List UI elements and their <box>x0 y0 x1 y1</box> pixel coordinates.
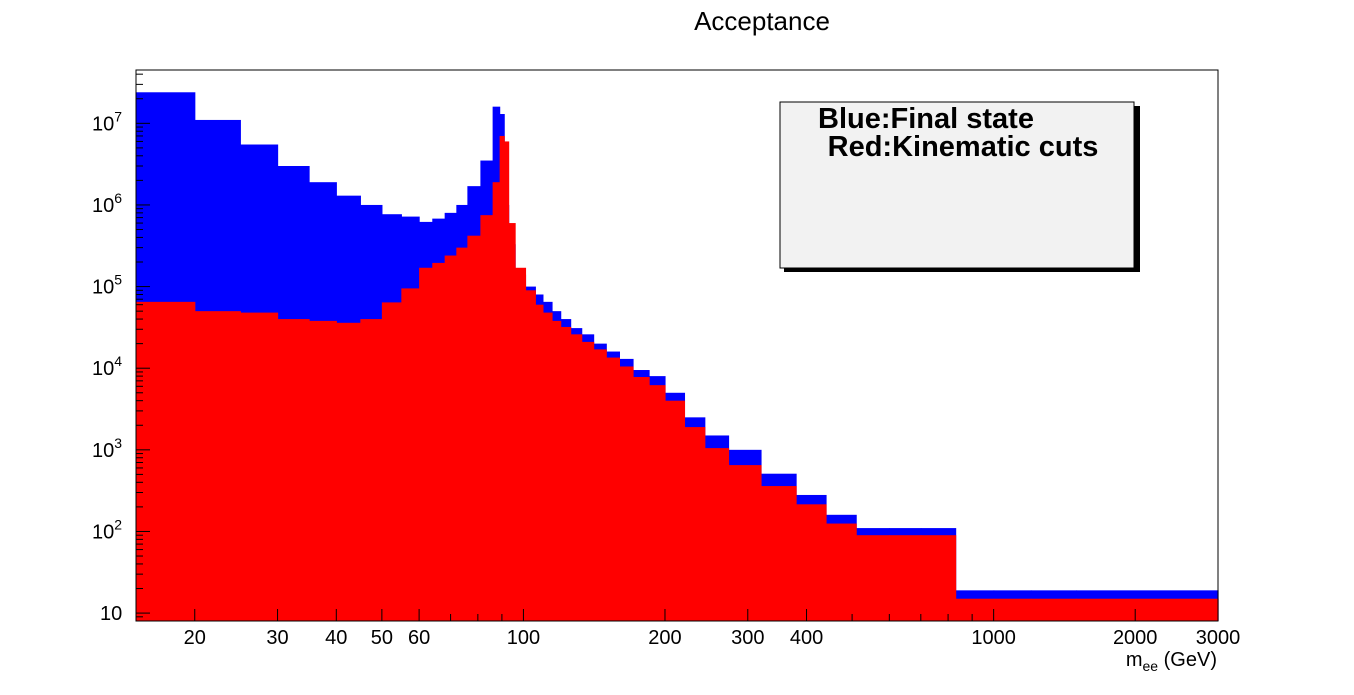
y-tick-label: 102 <box>92 516 122 543</box>
bar-kinematic-cuts-25 <box>570 334 583 621</box>
bar-kinematic-cuts-9 <box>419 267 433 621</box>
y-tick-label: 10 <box>100 603 122 625</box>
y-tick-label-base: 10 <box>92 277 114 299</box>
bar-kinematic-cuts-35 <box>728 465 762 621</box>
bar-kinematic-cuts-34 <box>704 448 730 621</box>
y-tick-label-exp: 5 <box>114 272 122 288</box>
x-tick-label: 2000 <box>1113 627 1158 649</box>
x-axis-label-main: m <box>1126 649 1143 671</box>
bar-kinematic-cuts-32 <box>664 400 686 621</box>
y-tick-label: 103 <box>92 435 122 462</box>
bar-kinematic-cuts-19 <box>515 267 527 621</box>
bar-kinematic-cuts-12 <box>456 247 468 621</box>
bar-kinematic-cuts-31 <box>649 385 666 621</box>
y-tick-label-exp: 7 <box>114 108 122 124</box>
x-axis-label-unit: (GeV) <box>1158 649 1217 671</box>
bar-kinematic-cuts-10 <box>432 262 446 621</box>
bar-kinematic-cuts-28 <box>606 357 620 621</box>
bar-kinematic-cuts-23 <box>551 320 562 621</box>
plot-frame <box>135 69 1219 622</box>
bar-kinematic-cuts-24 <box>560 326 572 621</box>
bar-kinematic-cuts-39 <box>856 535 890 621</box>
y-tick-label-exp: 4 <box>114 353 122 369</box>
bar-kinematic-cuts-6 <box>360 319 383 621</box>
y-tick-label: 106 <box>92 190 122 217</box>
bar-kinematic-cuts-5 <box>336 322 361 621</box>
bar-kinematic-cuts-0 <box>136 301 196 621</box>
x-axis-label: mee (GeV) <box>1126 649 1217 674</box>
bar-kinematic-cuts-36 <box>760 486 797 621</box>
bar-kinematic-cuts-33 <box>684 427 706 621</box>
x-tick-label: 20 <box>184 627 206 649</box>
x-tick-label: 30 <box>266 627 288 649</box>
bar-kinematic-cuts-40 <box>889 535 922 621</box>
y-tick-label: 104 <box>92 353 122 380</box>
bar-kinematic-cuts-4 <box>309 320 337 621</box>
bar-kinematic-cuts-22 <box>542 312 553 621</box>
y-tick-label-exp: 6 <box>114 190 122 206</box>
x-tick-label: 400 <box>790 627 823 649</box>
x-tick-label: 3000 <box>1196 627 1241 649</box>
bar-kinematic-cuts-26 <box>581 341 595 621</box>
legend-box <box>779 101 1135 269</box>
bar-kinematic-cuts-3 <box>277 319 310 621</box>
y-tick-label: 107 <box>92 108 122 135</box>
bar-kinematic-cuts-42 <box>955 598 995 621</box>
bar-kinematic-cuts-15 <box>492 182 501 621</box>
bar-kinematic-cuts-7 <box>381 302 402 621</box>
bar-kinematic-cuts-37 <box>796 504 827 621</box>
y-tick-label-base: 10 <box>92 521 114 543</box>
legend-kinematic-cuts: Red:Kinematic cuts <box>828 131 1099 163</box>
x-tick-label: 200 <box>648 627 681 649</box>
x-tick-label: 100 <box>507 627 540 649</box>
bar-kinematic-cuts-2 <box>240 312 279 621</box>
bar-kinematic-cuts-8 <box>401 288 420 621</box>
y-tick-label-base: 10 <box>92 440 114 462</box>
bar-kinematic-cuts-41 <box>920 535 957 621</box>
bar-kinematic-cuts-17 <box>504 141 510 621</box>
legend: Blue:Final state Red:Kinematic cuts <box>779 101 1140 272</box>
bar-kinematic-cuts-30 <box>632 377 650 621</box>
y-tick-label-base: 10 <box>92 358 114 380</box>
x-tick-label: 1000 <box>971 627 1016 649</box>
chart-title: Acceptance <box>694 6 830 36</box>
bar-kinematic-cuts-20 <box>525 290 536 621</box>
x-tick-label: 60 <box>408 627 430 649</box>
y-tick-label-base: 10 <box>92 113 114 135</box>
bar-kinematic-cuts-43 <box>993 598 1032 621</box>
x-axis-label-sub: ee <box>1143 658 1159 674</box>
x-tick-label: 40 <box>325 627 347 649</box>
bar-kinematic-cuts-14 <box>480 215 494 621</box>
y-tick-label-base: 10 <box>92 195 114 217</box>
bar-kinematic-cuts-21 <box>535 304 544 621</box>
bar-kinematic-cuts-16 <box>499 135 505 621</box>
bar-kinematic-cuts-38 <box>825 523 857 621</box>
y-tick-label-exp: 2 <box>114 516 122 532</box>
bar-kinematic-cuts-13 <box>467 235 481 621</box>
x-tick-label: 300 <box>731 627 764 649</box>
bar-kinematic-cuts-27 <box>593 349 607 621</box>
bar-kinematic-cuts-29 <box>619 366 634 621</box>
bar-kinematic-cuts-11 <box>444 255 457 622</box>
bar-kinematic-cuts-45 <box>1076 598 1219 621</box>
y-tick-label-base: 10 <box>100 603 122 625</box>
legend-final-state: Blue:Final state <box>818 103 1034 135</box>
bar-kinematic-cuts-18 <box>508 223 516 621</box>
y-tick-label: 105 <box>92 272 122 299</box>
bar-kinematic-cuts-44 <box>1030 598 1078 621</box>
bars-layer <box>136 92 1219 622</box>
bar-kinematic-cuts-1 <box>194 311 241 621</box>
y-tick-label-exp: 3 <box>114 435 122 451</box>
x-tick-label: 50 <box>371 627 393 649</box>
